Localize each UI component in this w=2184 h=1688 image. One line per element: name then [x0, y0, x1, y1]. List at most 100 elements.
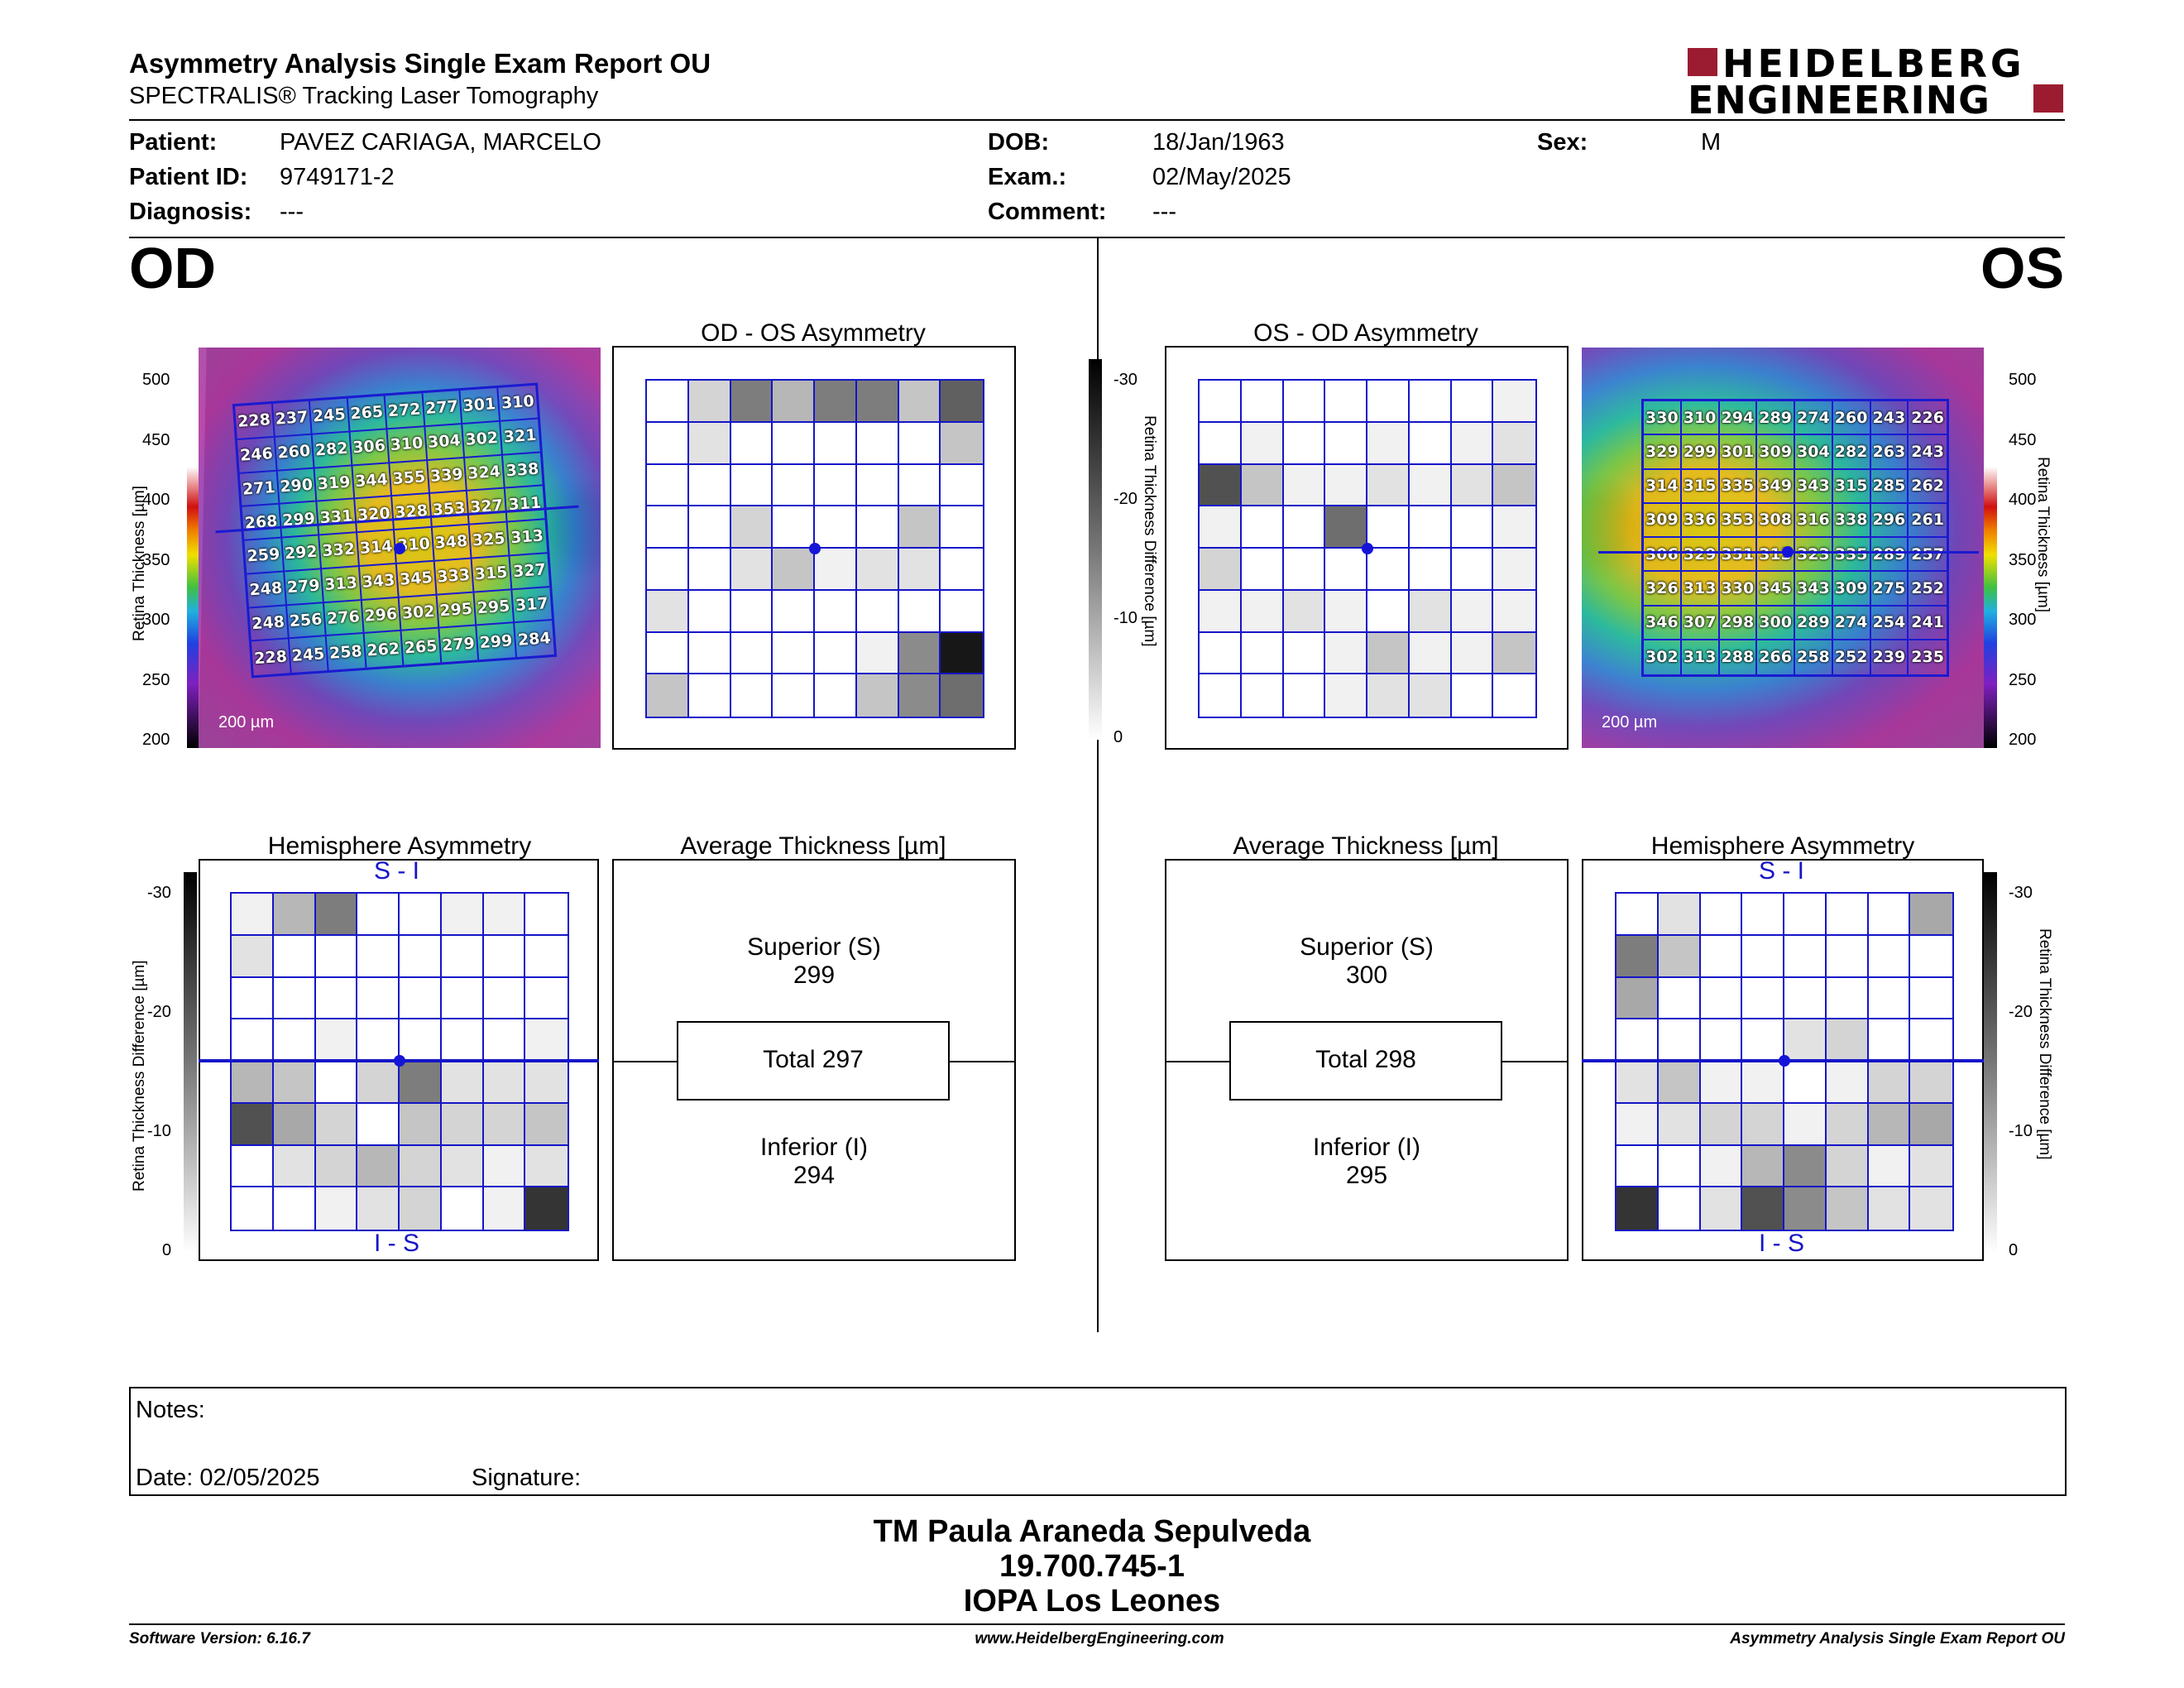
brand-square-left — [1688, 48, 1717, 76]
od-hemi-cell — [525, 1187, 568, 1230]
os-hemi-cell — [1742, 1019, 1784, 1062]
os-superior-value: 300 — [1345, 961, 1388, 989]
os-thickness-cell: 345 — [1757, 572, 1795, 607]
od-hemi-cell — [273, 894, 316, 936]
od-hemi-cell — [441, 894, 484, 936]
os-thickness-cell: 274 — [1832, 606, 1871, 640]
os-hemi-cell — [1742, 1145, 1784, 1188]
od-hemi-cell — [483, 1019, 526, 1062]
od-hemi-cell — [441, 1187, 484, 1230]
od-asym-cell — [856, 506, 899, 549]
os-hemi-cell — [1868, 1019, 1911, 1062]
od-thickness-cell: 327 — [510, 553, 550, 590]
od-asym-cell — [898, 422, 941, 465]
od-hemi-cell — [357, 1062, 400, 1104]
os-thickness-cell: 326 — [1644, 572, 1682, 607]
od-asym-cell — [815, 422, 857, 465]
thickness-tick: 400 — [142, 491, 170, 509]
os-thickness-cell: 313 — [1682, 640, 1720, 674]
od-asym-cell — [688, 590, 731, 633]
exam-label: Exam.: — [988, 164, 1067, 190]
os-asym-cell — [1493, 506, 1535, 549]
od-asym-cell — [688, 549, 731, 591]
os-asym-cell — [1451, 549, 1494, 591]
od-thickness-cell: 355 — [390, 460, 430, 497]
od-hemi-cell — [400, 977, 442, 1020]
exam-value: 02/May/2025 — [1152, 164, 1291, 190]
os-hemi-cell — [1784, 1103, 1827, 1146]
od-thickness-cell: 331 — [317, 499, 357, 536]
os-hemi-cell — [1868, 1145, 1911, 1188]
os-asym-cell — [1367, 632, 1410, 675]
os-thickness-cell: 296 — [1870, 503, 1909, 538]
os-hemi-bottom-label: I - S — [1759, 1230, 1805, 1257]
os-thickness-cell: 313 — [1681, 572, 1720, 607]
os-hemi-cell — [1658, 935, 1701, 978]
od-thickness-cell: 345 — [396, 561, 438, 598]
od-thickness-cell: 290 — [277, 468, 318, 505]
od-thickness-cell: 265 — [401, 628, 442, 665]
os-hemi-cell — [1826, 935, 1869, 978]
os-asym-title: OS - OD Asymmetry — [1253, 319, 1478, 347]
od-thickness-cell: 313 — [322, 566, 362, 603]
os-thickness-cell: 298 — [1719, 606, 1758, 640]
thickness-tick: 350 — [142, 550, 170, 569]
os-thickness-cell: 289 — [1870, 538, 1909, 573]
os-hemi-cell — [1868, 1187, 1911, 1230]
od-thickness-cell: 302 — [462, 421, 503, 458]
od-thickness-cell: 324 — [465, 455, 505, 492]
os-asym-cell — [1241, 674, 1284, 717]
od-thickness-cell: 333 — [434, 559, 475, 596]
os-thickness-cell: 314 — [1644, 469, 1682, 504]
od-thickness-cell: 237 — [272, 400, 313, 438]
od-hemi-cell — [273, 1019, 316, 1062]
od-asym-cell — [773, 632, 815, 675]
od-thickness-cell: 302 — [399, 595, 439, 631]
od-thickness-cell: 271 — [239, 471, 280, 508]
od-thickness-cell: 245 — [289, 636, 329, 674]
od-asym-cell — [773, 381, 815, 423]
os-hemi-cell — [1910, 935, 1952, 978]
os-asym-cell — [1200, 422, 1242, 465]
od-thickness-cell: 296 — [362, 597, 402, 635]
od-thickness-cell: 259 — [244, 538, 285, 575]
os-asym-cell — [1325, 381, 1367, 423]
od-hemi-cell — [357, 1019, 400, 1062]
od-asym-cell — [647, 590, 689, 633]
os-thickness-cell: 226 — [1909, 401, 1947, 436]
os-asym-cell — [1451, 632, 1494, 675]
os-asym-cell — [1409, 381, 1452, 423]
od-thickness-cell: 319 — [314, 465, 355, 502]
os-hemi-cell — [1910, 1019, 1952, 1062]
os-hemi-cell — [1826, 1103, 1869, 1146]
os-scale-bar: 200 µm — [1602, 713, 1658, 731]
os-asym-cell — [1325, 464, 1367, 507]
os-asym-panel — [1165, 346, 1569, 750]
os-eye-label: OS — [1980, 236, 2065, 300]
od-hemi-cell — [315, 1145, 358, 1188]
od-asym-cell — [941, 549, 983, 591]
od-thickness-cell: 313 — [507, 520, 548, 557]
os-asym-cell — [1367, 506, 1410, 549]
os-hemi-cell — [1868, 894, 1911, 936]
os-thickness-cell: 288 — [1720, 640, 1758, 674]
os-asym-cell — [1241, 381, 1284, 423]
thickness-tick: 350 — [2009, 550, 2037, 569]
od-hemi-cell — [483, 1062, 526, 1104]
od-hemi-cell — [273, 1103, 316, 1146]
od-thickness-cell: 260 — [275, 434, 315, 472]
os-thickness-cell: 306 — [1644, 538, 1682, 573]
od-thickness-cell: 228 — [251, 639, 292, 676]
os-asym-cell — [1200, 674, 1242, 717]
os-asym-cell — [1409, 506, 1452, 549]
os-thickness-cell: 266 — [1757, 640, 1795, 674]
od-asym-cell — [941, 632, 983, 675]
od-hemi-cell — [357, 1187, 400, 1230]
od-avg-panel: Superior (S) 299 Total 297 Inferior (I) … — [612, 859, 1016, 1261]
os-hemi-cell — [1868, 935, 1911, 978]
od-asym-cell — [773, 506, 815, 549]
od-thickness-cell: 325 — [469, 522, 510, 559]
od-thickness-cell: 268 — [242, 504, 282, 541]
os-avg-panel: Superior (S) 300 Total 298 Inferior (I) … — [1165, 859, 1569, 1261]
os-fovea-dot — [1782, 546, 1794, 558]
